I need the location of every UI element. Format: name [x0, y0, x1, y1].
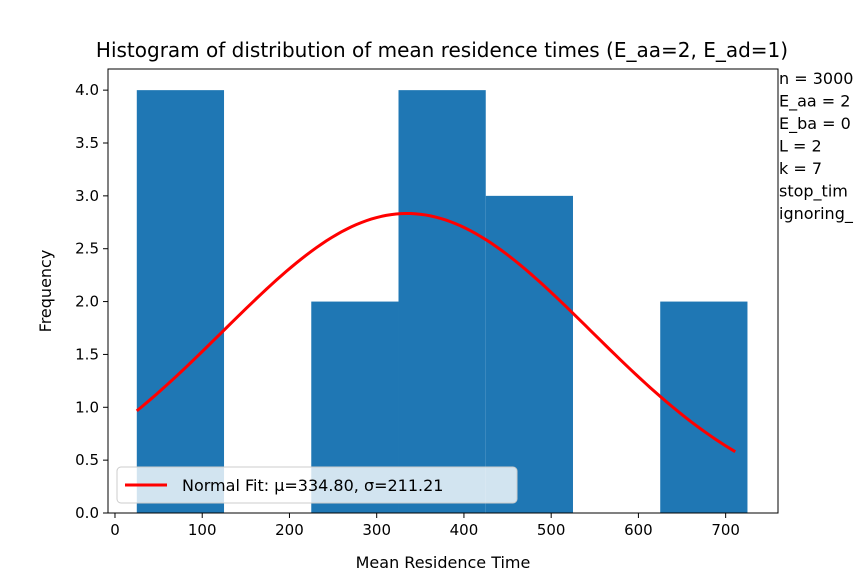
legend: Normal Fit: μ=334.80, σ=211.21 [116, 466, 518, 504]
x-tick-label: 300 [362, 521, 391, 539]
x-tick-label: 500 [537, 521, 566, 539]
annotation-line: L = 2 [779, 137, 822, 156]
legend-label: Normal Fit: μ=334.80, σ=211.21 [182, 476, 443, 495]
y-tick-label: 1.5 [75, 345, 99, 363]
plot-frame [107, 68, 779, 514]
x-tick-label: 600 [624, 521, 653, 539]
x-tick-label: 400 [450, 521, 479, 539]
legend-box [116, 466, 518, 504]
chart-title: Histogram of distribution of mean reside… [96, 38, 788, 62]
x-tick-label: 100 [188, 521, 217, 539]
y-tick-label: 3.5 [75, 134, 99, 152]
y-axis-label: Frequency [36, 250, 55, 333]
x-tick-label: 0 [110, 521, 120, 539]
y-tick-label: 2.5 [75, 240, 99, 258]
histogram-bar [485, 195, 573, 513]
x-tick-label: 200 [275, 521, 304, 539]
annotation-line: ignoring_ [779, 204, 854, 224]
x-tick-label: 700 [711, 521, 740, 539]
annotation-line: k = 7 [779, 159, 822, 178]
annotation-line: E_ba = 0 [779, 114, 851, 134]
annotation-line: stop_tim [779, 182, 848, 202]
y-tick-label: 0.0 [75, 504, 99, 522]
annotation-line: E_aa = 2 [779, 92, 850, 112]
x-axis-label: Mean Residence Time [356, 553, 531, 572]
y-tick-label: 2.0 [75, 293, 99, 311]
parameter-annotations: n = 3000 E_aa = 2E_ba = 0 L = 2 k = 7 stop_t… [779, 69, 854, 224]
histogram-bar [398, 90, 486, 514]
y-tick-label: 3.0 [75, 187, 99, 205]
annotation-line: n = 3000 [779, 69, 853, 88]
y-tick-label: 0.5 [75, 451, 99, 469]
histogram-bar [136, 90, 225, 514]
normal-fit-curve [135, 211, 737, 453]
y-tick-label: 1.0 [75, 398, 99, 416]
y-tick-label: 4.0 [75, 81, 99, 99]
